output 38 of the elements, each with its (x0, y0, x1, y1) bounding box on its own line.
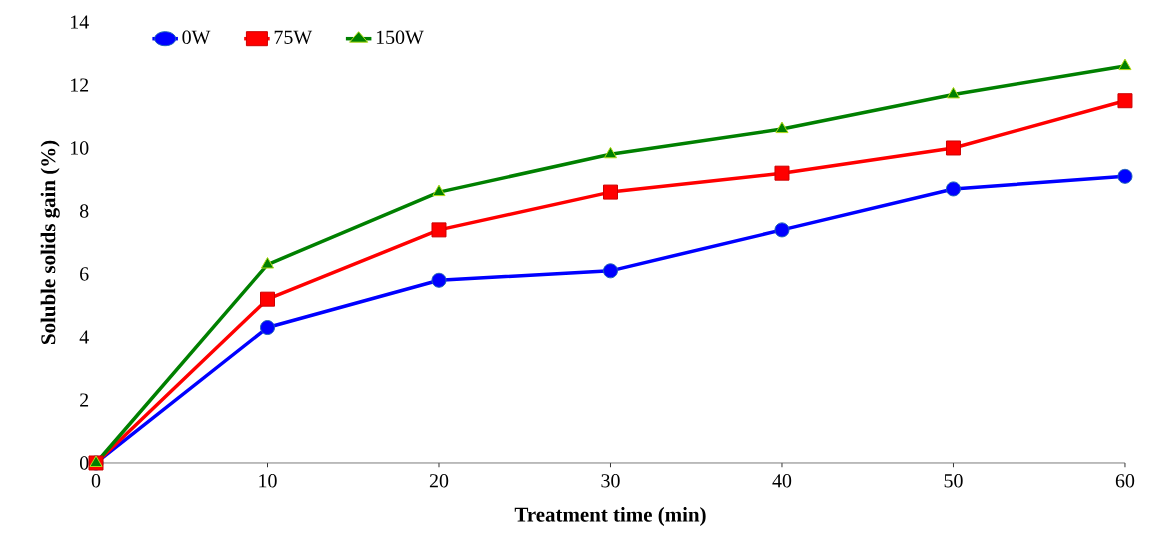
x-axis-title: Treatment time (min) (514, 507, 706, 526)
point (260, 291, 275, 307)
y-tick-label: 0 (79, 456, 89, 470)
x-tick-label: 50 (944, 474, 963, 488)
point (945, 181, 961, 197)
x-tick-label: 60 (1115, 474, 1135, 488)
point (260, 320, 275, 336)
x-tick-label: 30 (601, 474, 620, 488)
y-tick-label: 14 (71, 15, 89, 29)
point (945, 140, 961, 156)
y-tick-label: 12 (71, 78, 89, 92)
point (603, 146, 618, 159)
y-axis-title: Soluble solids gain (%) (40, 140, 60, 344)
point (1118, 58, 1132, 71)
legend-label: 150W (376, 30, 424, 45)
y-tick-label: 10 (71, 141, 89, 155)
point (432, 184, 446, 197)
point (431, 272, 447, 288)
x-tick-label: 0 (91, 474, 101, 488)
point (1117, 93, 1133, 109)
point (946, 86, 961, 99)
x-tick-label: 20 (429, 474, 449, 488)
legend-label: 0W (182, 30, 211, 45)
point (602, 184, 618, 200)
x-tick-label: 40 (772, 474, 792, 488)
point (774, 165, 790, 181)
y-tick-label: 8 (79, 204, 89, 218)
y-tick-label: 4 (79, 330, 89, 344)
y-tick-label: 2 (80, 393, 89, 407)
point (774, 222, 790, 238)
legend-label: 75W (274, 30, 313, 45)
point (1117, 168, 1133, 184)
point (775, 121, 789, 134)
point (431, 222, 447, 238)
y-tick-label: 6 (80, 267, 89, 281)
x-tick-label: 10 (259, 474, 277, 488)
point (602, 263, 618, 279)
point (260, 257, 275, 269)
